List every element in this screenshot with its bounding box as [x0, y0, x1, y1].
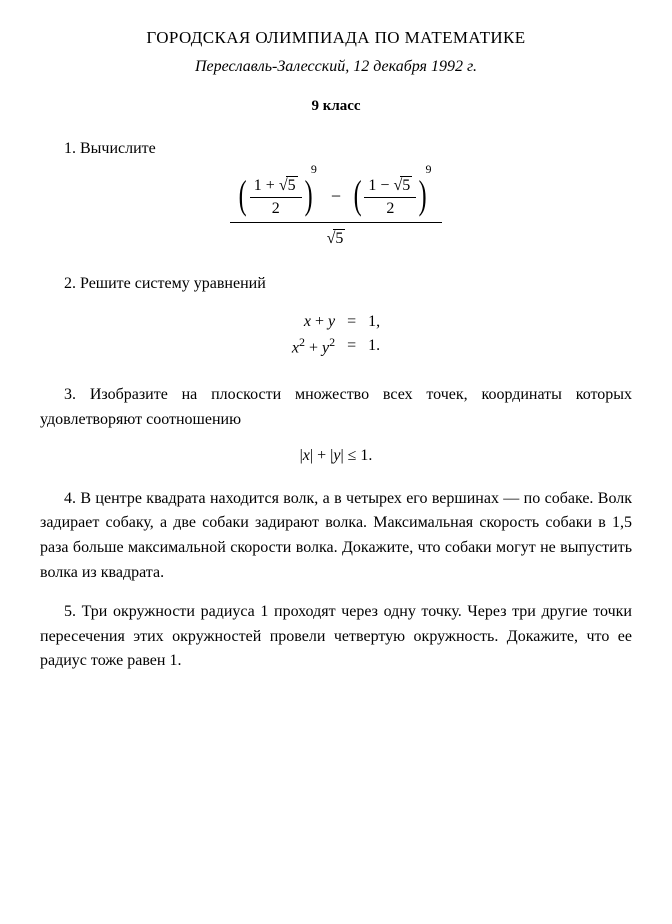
minus-sign: − [325, 186, 347, 207]
equation-row-1: x + y = 1, [286, 311, 386, 333]
document-subtitle: Переславль-Залесский, 12 декабря 1992 г. [40, 58, 632, 76]
sqrt-1: √5 [279, 176, 298, 195]
inner-num-2: 1 − √5 [364, 176, 416, 198]
problem-number: 3. [64, 386, 76, 403]
outer-fraction: ( 1 + √5 2 )9 − ( 1 − √5 2 )9 √5 [230, 176, 441, 248]
problem-number: 4. [64, 490, 76, 507]
eq2-lhs: x2 + y2 [286, 333, 341, 359]
problem-5: 5. Три окружности радиуса 1 проходят чер… [40, 600, 632, 674]
inner-fraction-2: 1 − √5 2 [364, 176, 416, 218]
problem-text: В центре квадрата находится волк, а в че… [40, 490, 632, 581]
right-paren-2: ) [419, 175, 427, 215]
equation-row-2: x2 + y2 = 1. [286, 333, 386, 359]
problem-1: 1. Вычислите [40, 137, 632, 162]
page: ГОРОДСКАЯ ОЛИМПИАДА ПО МАТЕМАТИКЕ Пересл… [0, 0, 672, 728]
eq1-eq: = [341, 311, 362, 333]
problem-3: 3. Изобразите на плоскости множество все… [40, 383, 632, 433]
eq2-eq: = [341, 333, 362, 359]
equation-system: x + y = 1, x2 + y2 = 1. [286, 311, 386, 359]
sqrt-den: √5 [327, 229, 346, 248]
problem-3-formula: |x| + |y| ≤ 1. [40, 447, 632, 465]
inner-fraction-1: 1 + √5 2 [250, 176, 302, 218]
right-paren-1: ) [304, 175, 312, 215]
problem-text: Изобразите на плоскости множество всех т… [40, 386, 632, 428]
problem-4: 4. В центре квадрата находится волк, а в… [40, 487, 632, 586]
outer-denominator: √5 [230, 223, 441, 248]
inner-den-1: 2 [250, 198, 302, 218]
eq1-rhs: 1, [362, 311, 386, 333]
problem-number: 5. [64, 603, 76, 620]
problem-number: 2. [64, 275, 76, 292]
grade-heading: 9 класс [40, 98, 632, 115]
problem-number: 1. [64, 140, 76, 157]
problem-2-system: x + y = 1, x2 + y2 = 1. [40, 311, 632, 359]
eq2-rhs: 1. [362, 333, 386, 359]
power-1: 9 [311, 162, 317, 176]
left-paren-1: ( [239, 175, 247, 215]
document-title: ГОРОДСКАЯ ОЛИМПИАДА ПО МАТЕМАТИКЕ [40, 28, 632, 48]
problem-text: Три окружности радиуса 1 проходят через … [40, 603, 632, 670]
problem-2: 2. Решите систему уравнений [40, 272, 632, 297]
inner-den-2: 2 [364, 198, 416, 218]
inner-num-1: 1 + √5 [250, 176, 302, 198]
eq1-lhs: x + y [286, 311, 341, 333]
outer-numerator: ( 1 + √5 2 )9 − ( 1 − √5 2 )9 [230, 176, 441, 223]
power-2: 9 [426, 162, 432, 176]
problem-text: Вычислите [80, 140, 156, 157]
sqrt-2: √5 [393, 176, 412, 195]
problem-text: Решите систему уравнений [80, 275, 266, 292]
problem-1-formula: ( 1 + √5 2 )9 − ( 1 − √5 2 )9 √5 [40, 176, 632, 248]
left-paren-2: ( [354, 175, 362, 215]
